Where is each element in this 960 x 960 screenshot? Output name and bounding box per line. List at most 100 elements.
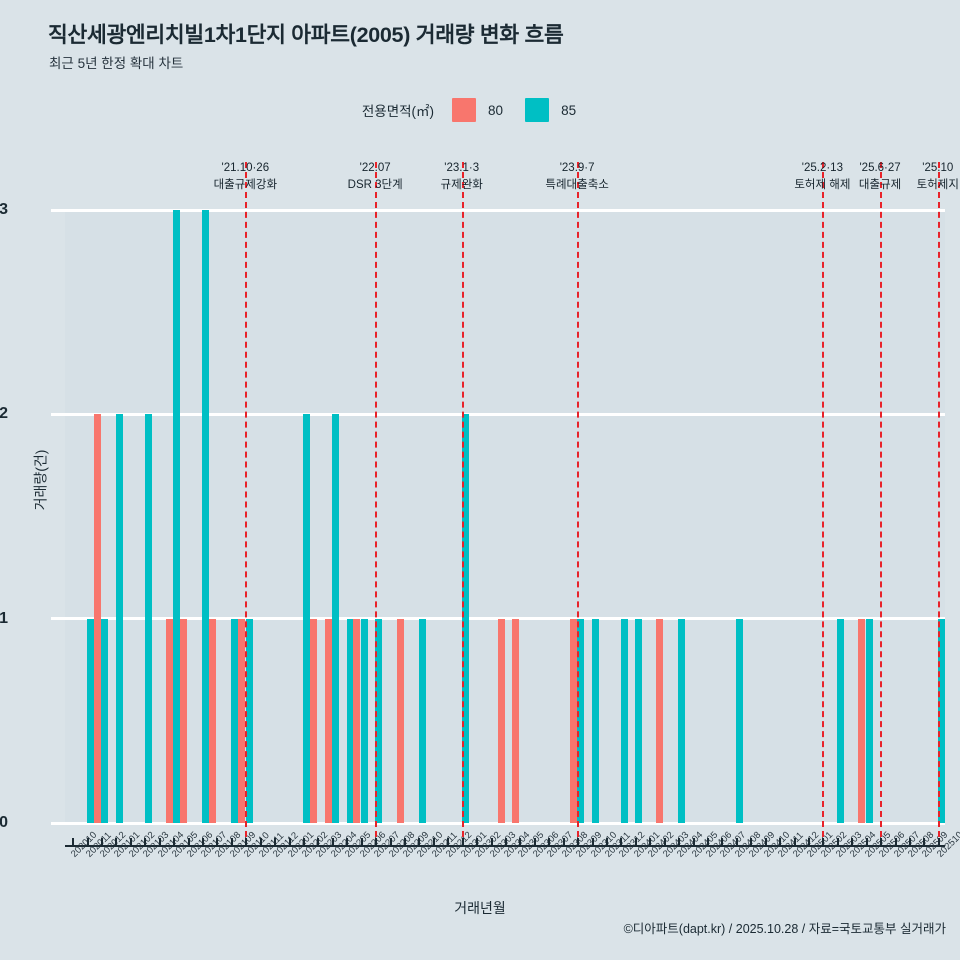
bar[interactable] — [865, 618, 873, 823]
bar[interactable] — [512, 618, 520, 823]
x-tick-mark — [476, 838, 479, 847]
x-tick-mark — [577, 838, 580, 847]
event-text: 특례대출축소 — [545, 178, 609, 191]
event-annotation: '21.10·26 대출규제강화 — [214, 160, 277, 193]
y-tick-label: 0 — [0, 814, 8, 831]
x-tick-mark — [937, 838, 940, 847]
bar[interactable] — [303, 414, 311, 823]
x-tick-mark — [418, 838, 421, 847]
bar[interactable] — [209, 618, 217, 823]
x-tick-mark — [101, 838, 104, 847]
bar[interactable] — [144, 414, 152, 823]
bar[interactable] — [497, 618, 505, 823]
event-annotation: '22.07 DSR 3단계 — [348, 160, 403, 193]
x-tick-mark — [591, 838, 594, 847]
bar[interactable] — [93, 414, 101, 823]
x-tick-mark — [836, 838, 839, 847]
x-tick-mark — [894, 838, 897, 847]
bar[interactable] — [245, 618, 253, 823]
bar[interactable] — [346, 618, 354, 823]
event-line — [375, 162, 378, 837]
bar[interactable] — [165, 618, 173, 823]
x-tick-mark — [230, 838, 233, 847]
bar[interactable] — [324, 618, 332, 823]
bar[interactable] — [635, 618, 643, 823]
x-tick-mark — [735, 838, 738, 847]
bar[interactable] — [86, 618, 94, 823]
bar[interactable] — [396, 618, 404, 823]
x-tick-mark — [173, 838, 176, 847]
x-tick-mark — [634, 838, 637, 847]
y-tick-mark — [51, 617, 65, 621]
bar[interactable] — [462, 414, 470, 823]
x-tick-mark — [447, 838, 450, 847]
x-tick-mark — [245, 838, 248, 847]
event-annotation: '23.1·3 규제완화 — [441, 160, 483, 193]
x-tick-mark — [721, 838, 724, 847]
x-tick-mark — [851, 838, 854, 847]
event-text: 대출규제 — [858, 178, 902, 191]
event-text: 토허제 해제 — [794, 178, 851, 191]
bar[interactable] — [577, 618, 585, 823]
bar[interactable] — [238, 618, 246, 823]
bar[interactable] — [310, 618, 318, 823]
x-tick-mark — [678, 838, 681, 847]
legend-item-80[interactable]: 80 — [452, 98, 503, 122]
chart-title: 직산세광엔리치빌1차1단지 아파트(2005) 거래량 변화 흐름 — [48, 23, 564, 47]
event-date: '21.10·26 — [221, 162, 270, 174]
bar[interactable] — [332, 414, 340, 823]
x-tick-mark — [692, 838, 695, 847]
bar[interactable] — [678, 618, 686, 823]
x-tick-mark — [115, 838, 118, 847]
x-tick-mark — [129, 838, 132, 847]
y-tick-mark — [51, 821, 65, 825]
x-axis-title: 거래년월 — [454, 900, 506, 916]
bar[interactable] — [620, 618, 628, 823]
bar[interactable] — [180, 618, 188, 823]
bar[interactable] — [418, 618, 426, 823]
gridline-2 — [65, 412, 945, 416]
x-tick-mark — [216, 838, 219, 847]
event-date: '23.1·3 — [444, 162, 480, 174]
bar[interactable] — [361, 618, 369, 823]
x-tick-mark — [346, 838, 349, 847]
y-tick-label: 1 — [0, 609, 8, 627]
event-line — [822, 162, 825, 837]
bar[interactable] — [375, 618, 383, 823]
legend-item-85[interactable]: 85 — [525, 98, 576, 122]
bar[interactable] — [231, 618, 239, 823]
bar[interactable] — [736, 618, 744, 823]
bar[interactable] — [858, 618, 866, 823]
x-tick-mark — [750, 838, 753, 847]
x-tick-mark — [620, 838, 623, 847]
x-tick-mark — [548, 838, 551, 847]
gridline-0 — [65, 821, 945, 825]
bar[interactable] — [656, 618, 664, 823]
x-tick-mark — [562, 838, 565, 847]
x-tick-mark — [375, 838, 378, 847]
x-tick-mark — [461, 838, 464, 847]
x-tick-mark — [880, 838, 883, 847]
bar[interactable] — [353, 618, 361, 823]
x-tick-mark — [908, 838, 911, 847]
y-tick-label: 3 — [0, 201, 8, 218]
event-annotation: '25.6·27 대출규제 — [859, 160, 901, 193]
x-tick-mark — [360, 838, 363, 847]
x-tick-mark — [779, 838, 782, 847]
event-date: '23.9·7 — [559, 162, 595, 174]
y-tick-mark — [51, 208, 65, 212]
bar[interactable] — [591, 618, 599, 823]
bar[interactable] — [173, 210, 181, 823]
event-annotation: '23.9·7 특례대출축소 — [545, 160, 608, 193]
bar[interactable] — [837, 618, 845, 823]
x-tick-mark — [519, 838, 522, 847]
bar[interactable] — [938, 618, 946, 823]
event-line — [577, 162, 580, 837]
bar[interactable] — [101, 618, 109, 823]
bar[interactable] — [202, 210, 210, 823]
x-tick-mark — [144, 838, 147, 847]
event-text: DSR 3단계 — [347, 178, 403, 191]
bar[interactable] — [569, 618, 577, 823]
bar[interactable] — [115, 414, 123, 823]
x-tick-mark — [663, 838, 666, 847]
